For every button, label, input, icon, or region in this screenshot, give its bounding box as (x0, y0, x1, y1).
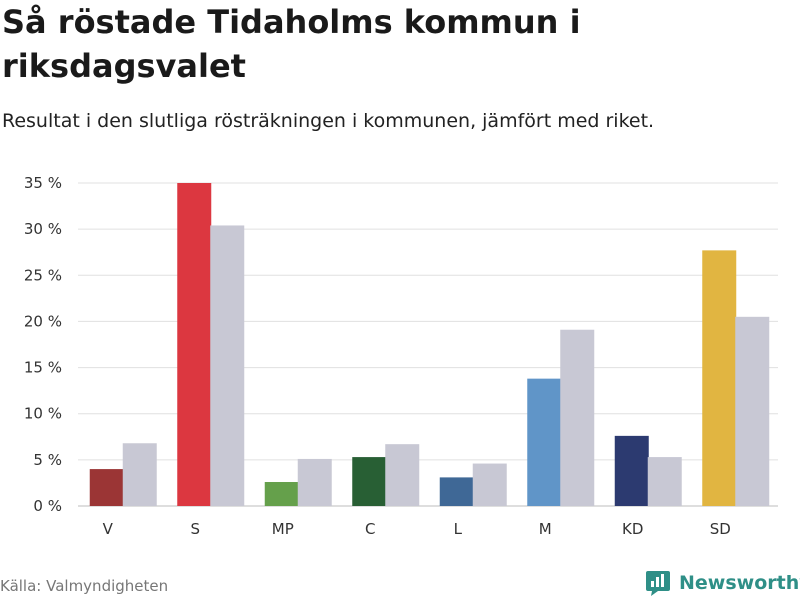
bar-kommun-sd (702, 250, 737, 506)
brand-logo: Newsworthy (645, 568, 800, 598)
x-tick-label: M (539, 520, 552, 538)
x-tick-label: KD (622, 520, 643, 538)
bar-riket-sd (735, 316, 770, 506)
y-tick-label: 10 % (24, 405, 62, 423)
bar-kommun-kd (614, 435, 649, 506)
bar-riket-m (560, 329, 595, 506)
bar-kommun-mp (264, 482, 299, 506)
y-tick-label: 35 % (24, 174, 62, 192)
source-note: Källa: Valmyndigheten (0, 577, 169, 595)
brand-name: Newsworthy (679, 572, 800, 594)
x-tick-label: C (365, 520, 375, 538)
bar-riket-mp (297, 458, 332, 506)
bar-kommun-s (177, 183, 212, 506)
x-tick-label: V (103, 520, 114, 538)
bar-kommun-c (352, 457, 387, 506)
y-tick-label: 15 % (24, 359, 62, 377)
bar-kommun-m (527, 378, 562, 506)
x-tick-label: MP (272, 520, 294, 538)
y-tick-label: 5 % (33, 451, 62, 469)
y-tick-label: 30 % (24, 220, 62, 238)
x-tick-label: S (190, 520, 200, 538)
x-tick-label: SD (710, 520, 731, 538)
x-tick-label: L (454, 520, 463, 538)
chart-subtitle: Resultat i den slutliga rösträkningen i … (2, 110, 655, 132)
bar-chart: 0 % 5 % 10 % 15 % 20 % 25 % 30 % 35 % V S MP C L M KD S… (24, 174, 778, 538)
bar-riket-v (122, 443, 157, 506)
y-tick-label: 25 % (24, 266, 62, 284)
y-tick-label: 0 % (33, 497, 62, 515)
bar-riket-c (385, 444, 420, 506)
y-tick-label: 20 % (24, 312, 62, 330)
bar-kommun-v (89, 469, 124, 506)
bar-riket-l (472, 463, 507, 506)
bar-riket-kd (647, 457, 682, 506)
bar-kommun-l (439, 477, 474, 506)
chart-title: Så röstade Tidaholms kommun i riksdagsva… (2, 3, 581, 85)
bar-riket-s (210, 225, 245, 507)
newsworthy-logo-icon (646, 571, 670, 596)
